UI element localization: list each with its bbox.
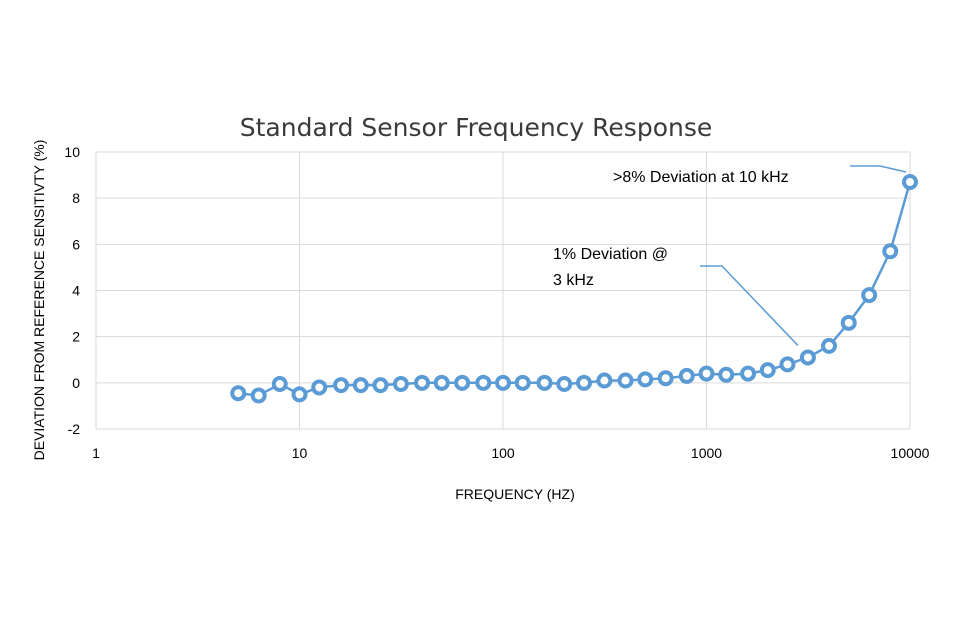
data-point bbox=[291, 386, 308, 403]
data-point bbox=[617, 372, 634, 389]
x-tick-label: 10 bbox=[292, 445, 308, 461]
data-point bbox=[556, 375, 573, 392]
data-point bbox=[352, 377, 369, 394]
y-tick-label: 6 bbox=[72, 236, 80, 252]
y-tick-label: 10 bbox=[64, 144, 80, 160]
data-point bbox=[454, 374, 471, 391]
data-point bbox=[495, 374, 511, 391]
x-tick-label: 10000 bbox=[891, 445, 930, 461]
chart-title: Standard Sensor Frequency Response bbox=[240, 113, 713, 142]
data-point bbox=[698, 365, 715, 382]
data-point bbox=[861, 287, 878, 304]
data-point bbox=[230, 385, 247, 402]
annotation-8pct-leader bbox=[850, 165, 907, 173]
y-tick-label: 2 bbox=[72, 329, 80, 345]
series-deviation bbox=[230, 174, 918, 404]
annotation-line: 1% Deviation @ bbox=[553, 246, 668, 263]
x-axis-label: FREQUENCY (HZ) bbox=[455, 486, 575, 502]
data-point bbox=[799, 349, 816, 366]
annotation-8pct: >8% Deviation at 10 kHz bbox=[613, 169, 789, 186]
data-point bbox=[433, 374, 450, 391]
series-line bbox=[238, 181, 912, 397]
data-point bbox=[311, 379, 328, 396]
data-point bbox=[637, 371, 654, 388]
data-point bbox=[372, 377, 389, 394]
annotation-line: >8% Deviation at 10 kHz bbox=[613, 169, 789, 186]
data-point bbox=[475, 374, 492, 391]
data-point bbox=[740, 365, 757, 382]
data-point bbox=[596, 372, 613, 389]
y-tick-label: 8 bbox=[72, 190, 80, 206]
x-tick-label: 100 bbox=[491, 445, 515, 461]
y-axis-label: DEVIATION FROM REFERENCE SENSITIVTY (%) bbox=[31, 140, 47, 461]
data-point bbox=[902, 174, 918, 191]
y-tick-label: 4 bbox=[72, 283, 80, 299]
y-tick-label: 0 bbox=[72, 375, 80, 391]
data-point bbox=[392, 375, 409, 392]
data-point bbox=[575, 374, 592, 391]
annotation-line: 3 kHz bbox=[553, 272, 594, 289]
annotation-1pct-leader bbox=[700, 265, 799, 346]
data-point bbox=[271, 375, 288, 392]
data-point bbox=[779, 356, 796, 373]
data-point bbox=[718, 366, 735, 383]
data-point bbox=[333, 377, 350, 394]
y-tick-label: -2 bbox=[68, 421, 81, 437]
x-tick-labels: 1 10 100 1000 10000 bbox=[92, 445, 930, 461]
x-tick-label: 1 bbox=[92, 445, 100, 461]
data-point bbox=[759, 362, 776, 379]
x-tick-label: 1000 bbox=[691, 445, 722, 461]
data-point bbox=[514, 374, 531, 391]
data-point bbox=[414, 374, 431, 391]
gridlines bbox=[95, 151, 911, 430]
data-point bbox=[882, 243, 899, 260]
data-point bbox=[678, 367, 695, 384]
annotation-1pct: 1% Deviation @ 3 kHz bbox=[553, 246, 668, 289]
data-point bbox=[536, 374, 553, 391]
annotations: 1% Deviation @ 3 kHz >8% Deviation at 10 k… bbox=[553, 165, 907, 346]
data-point bbox=[821, 337, 838, 354]
y-tick-labels: -2 0 2 4 6 8 10 bbox=[64, 144, 80, 437]
data-point bbox=[250, 387, 267, 404]
data-point bbox=[840, 314, 857, 331]
data-point bbox=[657, 370, 674, 387]
